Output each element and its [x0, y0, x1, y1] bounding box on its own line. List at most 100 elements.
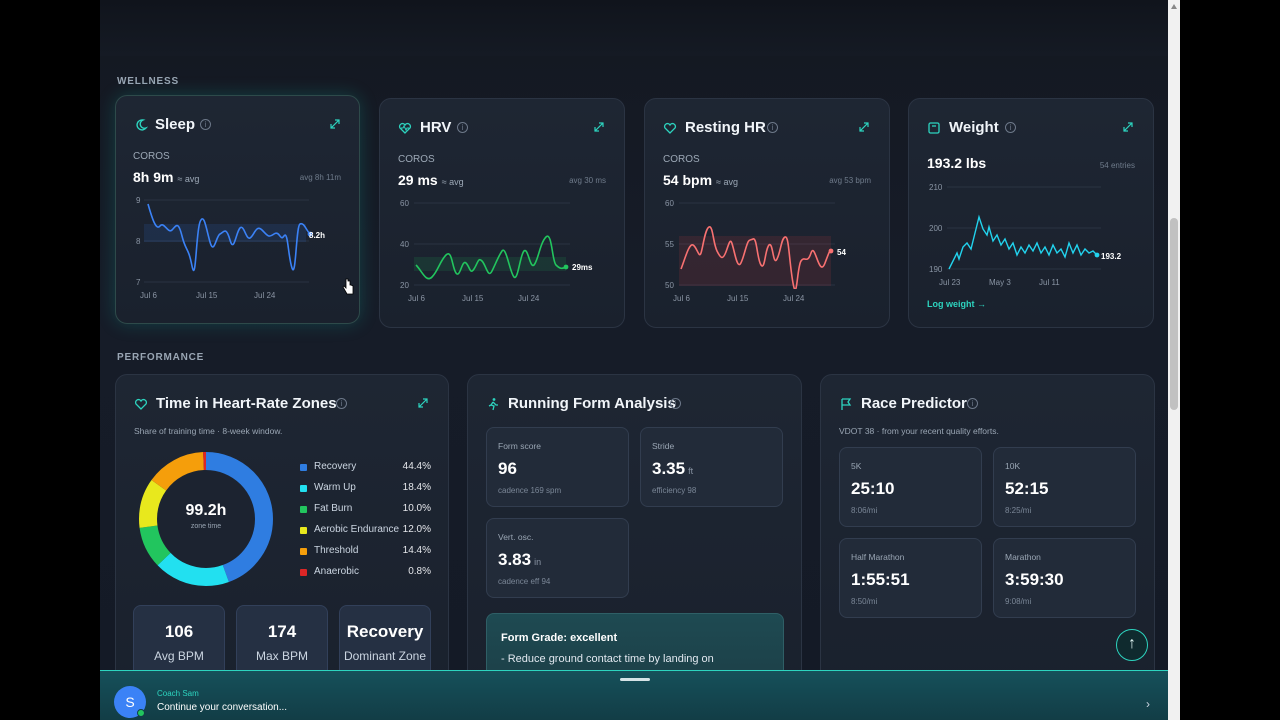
weight-end-label: 193.2 [1101, 252, 1122, 261]
drag-handle[interactable] [620, 678, 650, 681]
info-icon[interactable]: i [457, 122, 468, 133]
race-predictor-subtitle: VDOT 38 · from your recent quality effor… [839, 426, 999, 436]
chevron-right-icon[interactable]: › [1146, 697, 1150, 711]
info-icon[interactable]: i [967, 398, 978, 409]
expand-icon[interactable] [593, 121, 605, 133]
dashboard: WELLNESS Sleep i COROS 8h 9m ≈ avg avg 8h… [100, 0, 1180, 720]
chat-preview: Continue your conversation... [157, 702, 288, 713]
race-name: Marathon [1005, 552, 1041, 562]
coach-name: Coach Sam [157, 689, 199, 698]
running-form-card[interactable]: Running Form Analysis i Form score 96 ca… [467, 374, 802, 719]
resting-hr-sparkline [679, 202, 835, 289]
x-tick: Jul 6 [140, 291, 157, 300]
resting-hr-value: 54 bpm ≈ avg [663, 172, 738, 188]
expand-icon[interactable] [1122, 121, 1134, 133]
legend-swatch [300, 506, 307, 513]
x-tick: Jul 15 [462, 294, 484, 303]
legend-value: 44.4% [402, 461, 431, 472]
sleep-title: Sleep [155, 116, 196, 133]
mini-label: Stride [652, 441, 675, 451]
legend-swatch [300, 464, 307, 471]
zone-total-label: zone time [190, 523, 222, 530]
race-10k: 10K 52:15 8:25/mi [993, 447, 1136, 527]
weight-title: Weight [949, 119, 999, 136]
x-tick: Jul 11 [1039, 278, 1060, 287]
expand-icon[interactable] [858, 121, 870, 133]
log-weight-link[interactable]: Log weight → [927, 299, 986, 309]
mini-sub: cadence eff 94 [498, 577, 551, 586]
donut-slice-anaerobic [139, 452, 273, 586]
hrv-sparkline [414, 202, 570, 286]
stat-value: Recovery [346, 622, 424, 641]
race-5k: 5K 25:10 8:06/mi [839, 447, 982, 527]
donut-slice-warm-up [139, 452, 273, 586]
right-letterbox [1180, 0, 1280, 720]
mini-value: 96 [498, 459, 517, 478]
weight-card[interactable]: Weight i 193.2 lbs 54 entries 210 200 19… [908, 98, 1154, 328]
mini-value: 3.35 ft [652, 459, 694, 478]
resting-hr-end-label: 54 [837, 248, 846, 257]
legend-label: Fat Burn [314, 503, 353, 514]
stat-label: Avg BPM [154, 649, 204, 663]
race-time: 3:59:30 [1005, 570, 1064, 589]
y-tick: 60 [665, 199, 674, 208]
runner-icon [488, 398, 498, 411]
info-icon[interactable]: i [767, 122, 778, 133]
legend-label: Threshold [314, 545, 359, 556]
mini-value: 3.83 in [498, 550, 542, 569]
y-tick: 8 [136, 237, 141, 246]
hrv-card[interactable]: HRV i COROS 29 ms ≈ avg avg 30 ms 60 40 2… [379, 98, 625, 328]
arrow-up-icon: ↑ [1128, 635, 1136, 652]
hrv-title: HRV [420, 119, 452, 136]
legend-label: Aerobic Endurance [314, 524, 400, 535]
legend-swatch [300, 485, 307, 492]
stride-box: Stride 3.35 ft efficiency 98 [640, 427, 783, 507]
online-status-dot [137, 709, 145, 717]
legend-swatch [300, 569, 307, 576]
y-tick: 210 [929, 183, 943, 192]
stat-label: Max BPM [255, 649, 308, 663]
scroll-to-top-button[interactable]: ↑ [1116, 629, 1148, 661]
info-icon[interactable]: i [200, 119, 211, 130]
legend-item-anaerobic: Anaerobic [300, 566, 440, 580]
legend-item-threshold: Threshold [300, 545, 440, 559]
top-header-band [100, 0, 1168, 56]
y-tick: 7 [136, 278, 141, 287]
vert-osc-box: Vert. osc. 3.83 in cadence eff 94 [486, 518, 629, 598]
hrv-value: 29 ms ≈ avg [398, 172, 464, 188]
mini-sub: cadence 169 spm [498, 486, 562, 495]
scroll-up-arrow[interactable] [1171, 4, 1177, 9]
sleep-card[interactable]: Sleep i COROS 8h 9m ≈ avg avg 8h 11m 9 8 … [115, 95, 360, 324]
y-tick: 40 [400, 240, 409, 249]
scrollbar-thumb[interactable] [1170, 218, 1178, 410]
flag-icon [841, 398, 852, 410]
race-predictor-card[interactable]: Race Predictor i VDOT 38 · from your rec… [820, 374, 1155, 694]
sleep-source: COROS [133, 151, 170, 162]
info-icon[interactable]: i [670, 398, 681, 409]
running-form-title: Running Form Analysis [508, 395, 676, 412]
race-pace: 9:08/mi [1005, 597, 1032, 606]
info-icon[interactable]: i [336, 398, 347, 409]
donut-center [158, 471, 254, 567]
resting-hr-average: avg 53 bpm [829, 176, 871, 185]
sleep-value: 8h 9m ≈ avg [133, 169, 200, 185]
hand-cursor-icon [342, 278, 354, 295]
expand-icon[interactable] [417, 397, 429, 409]
expand-icon[interactable] [329, 118, 341, 130]
info-icon[interactable]: i [1005, 122, 1016, 133]
legend-swatch [300, 548, 307, 555]
hrv-end-label: 29ms [572, 263, 593, 272]
y-tick: 60 [400, 199, 409, 208]
stat-value: 174 [267, 622, 297, 641]
weight-value: 193.2 lbs [927, 155, 987, 171]
x-tick: Jul 6 [673, 294, 690, 303]
legend-label: Recovery [314, 461, 357, 472]
hr-zones-card[interactable]: Time in Heart-Rate Zones i Share of trai… [115, 374, 449, 694]
coach-chat-bar[interactable]: S Coach Sam Continue your conversation..… [100, 670, 1168, 720]
mini-label: Form score [498, 441, 541, 451]
resting-hr-card[interactable]: Resting HR i COROS 54 bpm ≈ avg avg 53 bp… [644, 98, 890, 328]
hrv-source: COROS [398, 154, 435, 165]
legend-value: 0.8% [408, 566, 431, 577]
stat-value: 106 [164, 622, 194, 641]
left-letterbox [0, 0, 100, 720]
